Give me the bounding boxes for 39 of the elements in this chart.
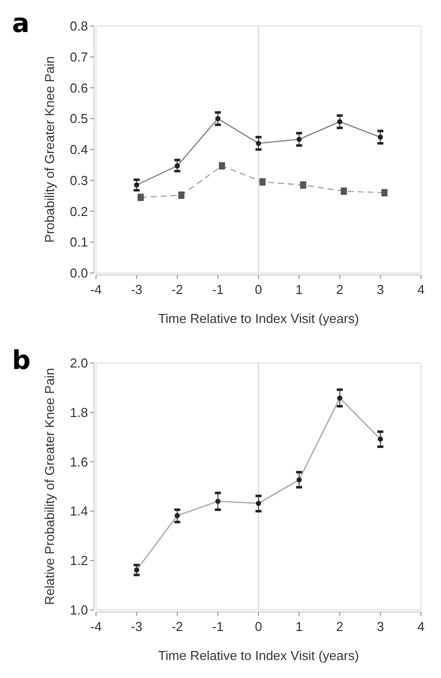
chart-title: a <box>12 9 30 39</box>
y-tick-label: 0.0 <box>70 266 88 280</box>
y-tick-label: 0.8 <box>70 18 88 34</box>
y-tick-label: 1.0 <box>70 602 88 618</box>
x-axis-title: Time Relative to Index Visit (years) <box>158 648 359 663</box>
y-axis-title: Probability of Greater Knee Pain <box>42 56 57 243</box>
x-tick-label: -1 <box>212 619 224 634</box>
y-tick-label: 0.7 <box>70 49 88 64</box>
y-tick-label: 0.2 <box>70 204 88 219</box>
x-tick-label: -2 <box>171 619 184 634</box>
x-tick-label: 2 <box>336 282 344 297</box>
x-tick-label: 4 <box>417 282 425 297</box>
x-tick-label: -4 <box>90 619 102 634</box>
y-tick-label: 1.6 <box>70 454 88 470</box>
y-tick-label: 1.8 <box>70 404 88 420</box>
chart-title: b <box>12 346 31 376</box>
x-tick-label: 1 <box>296 282 303 297</box>
x-tick-label: 0 <box>254 282 262 297</box>
y-tick-label: 2.0 <box>70 356 88 370</box>
x-tick-label: -3 <box>130 619 142 634</box>
y-tick-label: 0.5 <box>70 111 88 126</box>
y-tick-label: 0.3 <box>70 172 88 188</box>
x-tick-label: -4 <box>90 282 102 297</box>
x-tick-label: -1 <box>212 282 224 297</box>
y-tick-label: 1.2 <box>70 553 88 568</box>
x-tick-label: 2 <box>336 619 344 634</box>
y-axis-title: Relative Probability of Greater Knee Pain <box>42 368 57 606</box>
x-tick-label: -2 <box>171 282 184 297</box>
y-tick-label: 1.4 <box>70 504 88 519</box>
y-tick-label: 0.6 <box>70 80 88 96</box>
x-tick-label: 0 <box>254 619 262 634</box>
y-tick-label: 0.1 <box>70 234 88 250</box>
x-tick-label: 1 <box>296 619 303 634</box>
x-axis-title: Time Relative to Index Visit (years) <box>158 311 359 326</box>
x-tick-label: 3 <box>376 619 384 634</box>
x-tick-label: 4 <box>417 619 425 634</box>
x-tick-label: 3 <box>376 282 384 297</box>
y-tick-label: 0.4 <box>70 142 88 157</box>
x-tick-label: -3 <box>130 282 142 297</box>
